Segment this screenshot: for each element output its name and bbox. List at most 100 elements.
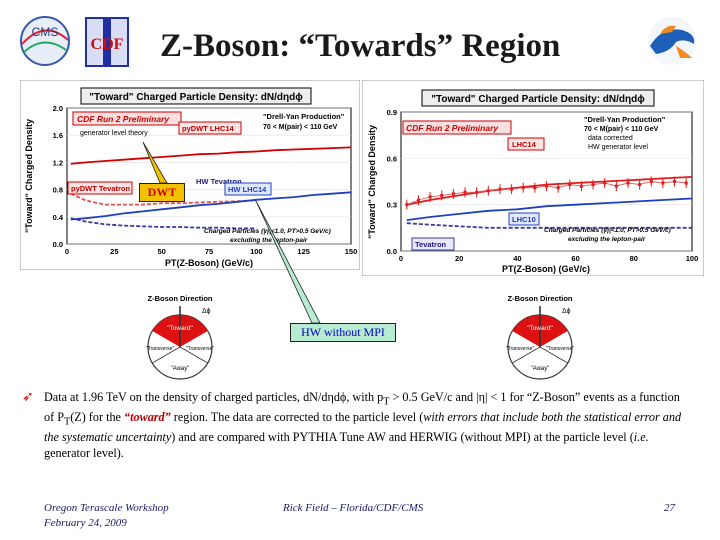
x-tick-label: 0 bbox=[399, 254, 403, 263]
data-point bbox=[626, 181, 630, 185]
right-mass-label: 70 < M(pair) < 110 GeV bbox=[584, 126, 659, 133]
data-point bbox=[498, 187, 502, 191]
hw-without-mpi-callout: HW without MPI bbox=[290, 323, 396, 342]
left-excl-label: excluding the lepton-pair bbox=[230, 237, 308, 244]
diagram-left-angle: Δϕ bbox=[202, 308, 211, 315]
series-line-hw-tevatron bbox=[70, 217, 257, 230]
left-pydwt-lhc-label: pyDWT LHC14 bbox=[182, 124, 234, 133]
x-tick-label: 40 bbox=[513, 254, 521, 263]
florida-gator-logo bbox=[648, 17, 696, 65]
bullet-arrow-icon: ➶ bbox=[22, 390, 34, 405]
chart-toward-density-data-vs-herwig: 0.0 0.3 0.6 0.9 0 20 40 60 80 100 "Toward" Charge… bbox=[362, 80, 704, 276]
right-corr-label: data corrected bbox=[588, 135, 633, 142]
diagram-left-transverse-r: "Transverse" bbox=[186, 346, 215, 352]
data-point bbox=[510, 187, 514, 191]
diagram-right-angle: Δϕ bbox=[562, 308, 571, 315]
left-chart-ylabel: "Toward" Charged Density bbox=[24, 119, 34, 233]
y-tick-label: 0.0 bbox=[53, 240, 63, 249]
left-gen-label: generator level theory bbox=[80, 130, 148, 137]
x-tick-label: 100 bbox=[250, 247, 263, 256]
series-line-tevatron bbox=[406, 222, 692, 229]
para-italic2: i.e. bbox=[633, 430, 649, 445]
left-dy-label: "Drell-Yan Production" bbox=[263, 112, 345, 121]
data-point bbox=[451, 192, 455, 196]
para-part3: (Z) for the bbox=[70, 410, 125, 425]
y-tick-label: 0.0 bbox=[387, 247, 397, 256]
footer-date: February 24, 2009 bbox=[44, 517, 127, 529]
data-point bbox=[463, 190, 467, 194]
diagram-right-title: Z-Boson Direction bbox=[508, 294, 573, 303]
series-line-pydwt-lhc14 bbox=[70, 146, 352, 165]
para-sub1: T bbox=[383, 396, 390, 408]
chart-toward-density-tevatron-lhc-theory: 0.0 0.4 0.8 1.2 1.6 2.0 0 25 50 75 100 125 150 "Towa… bbox=[20, 80, 360, 270]
data-point bbox=[638, 183, 642, 187]
data-point bbox=[405, 203, 409, 207]
diagram-left-away: "Away" bbox=[171, 366, 190, 372]
cms-logo-text: CMS bbox=[32, 25, 59, 39]
diagram-right-toward: "Toward" bbox=[527, 325, 553, 332]
y-tick-label: 0.3 bbox=[387, 201, 397, 210]
right-excl-label: excluding the lepton-pair bbox=[568, 236, 646, 243]
y-tick-label: 0.9 bbox=[387, 108, 397, 117]
para-part1: Data at 1.96 TeV on the density of charg… bbox=[44, 390, 384, 404]
x-tick-label: 150 bbox=[345, 247, 358, 256]
data-point bbox=[533, 186, 537, 190]
data-point bbox=[661, 181, 665, 185]
data-point bbox=[486, 189, 490, 193]
left-mass-label: 70 < M(pair) < 110 GeV bbox=[263, 124, 338, 131]
diagram-right-transverse-l: "Transverse" bbox=[506, 346, 535, 352]
data-point bbox=[673, 180, 677, 183]
x-tick-label: 125 bbox=[297, 247, 310, 256]
series-line-hw-lhc14 bbox=[70, 191, 352, 221]
cms-logo: CMS bbox=[20, 16, 70, 66]
right-chart-title: "Toward" Charged Particle Density: dN/dη… bbox=[431, 94, 645, 105]
cdf-logo: CDF bbox=[85, 17, 129, 67]
left-cdf-label: CDF Run 2 Preliminary bbox=[77, 114, 170, 124]
footer-workshop: Oregon Terascale Workshop bbox=[44, 502, 169, 514]
data-point bbox=[440, 193, 444, 197]
data-point bbox=[614, 184, 618, 188]
para-sub2: T bbox=[63, 416, 71, 428]
right-cdf-label: CDF Run 2 Preliminary bbox=[406, 123, 499, 133]
x-tick-label: 0 bbox=[65, 247, 69, 256]
diagram-right-away: "Away" bbox=[531, 366, 550, 372]
data-point bbox=[556, 186, 560, 190]
data-point bbox=[649, 180, 653, 183]
slide-title: Z-Boson: “Towards” Region bbox=[160, 28, 561, 64]
y-tick-label: 2.0 bbox=[53, 104, 63, 113]
x-tick-label: 100 bbox=[686, 254, 699, 263]
left-pydwt-tev-label: pyDWT Tevatron bbox=[71, 184, 130, 193]
data-point bbox=[475, 190, 479, 194]
right-lhc14-label: LHC14 bbox=[512, 140, 537, 149]
x-tick-label: 50 bbox=[157, 247, 165, 256]
para-italic1: with errors that include both the statis… bbox=[44, 410, 682, 445]
y-tick-label: 1.6 bbox=[53, 131, 63, 140]
para-part5: ) and are compared with PYTHIA Tune AW a… bbox=[171, 430, 634, 445]
y-tick-label: 0.8 bbox=[53, 186, 63, 195]
description-paragraph: ➶ Data at 1.96 TeV on the density of cha… bbox=[22, 390, 684, 461]
x-tick-label: 80 bbox=[630, 254, 638, 263]
data-point bbox=[684, 181, 688, 185]
data-point bbox=[416, 198, 420, 202]
y-tick-label: 0.6 bbox=[387, 154, 397, 163]
data-point bbox=[545, 184, 548, 188]
x-tick-label: 20 bbox=[455, 254, 463, 263]
diagram-left-toward: "Toward" bbox=[167, 325, 193, 332]
data-point bbox=[591, 183, 595, 187]
data-point bbox=[521, 186, 525, 190]
diagram-right-transverse-r: "Transverse" bbox=[546, 346, 575, 352]
left-hw-tev-label: HW Tevatron bbox=[196, 177, 242, 186]
footer-author: Rick Field – Florida/CDF/CMS bbox=[283, 502, 424, 514]
right-lhc10-label: LHC10 bbox=[512, 215, 536, 224]
diagram-left-title: Z-Boson Direction bbox=[148, 294, 213, 303]
cdf-logo-text: CDF bbox=[91, 36, 124, 53]
para-part2: > 0.5 GeV/c and |η| < 1 for “Z-Boson” ev… bbox=[44, 390, 680, 425]
series-line-pydwt-tevatron bbox=[70, 192, 257, 206]
x-tick-label: 75 bbox=[205, 247, 213, 256]
x-tick-label: 25 bbox=[110, 247, 118, 256]
footer-page-number: 27 bbox=[664, 502, 675, 514]
para-highlight: “toward” bbox=[124, 410, 171, 425]
dwt-callout: DWT bbox=[139, 183, 185, 202]
left-chart-title: "Toward" Charged Particle Density: dN/dη… bbox=[89, 92, 303, 103]
left-chart-xlabel: PT(Z-Boson) (GeV/c) bbox=[165, 258, 253, 268]
